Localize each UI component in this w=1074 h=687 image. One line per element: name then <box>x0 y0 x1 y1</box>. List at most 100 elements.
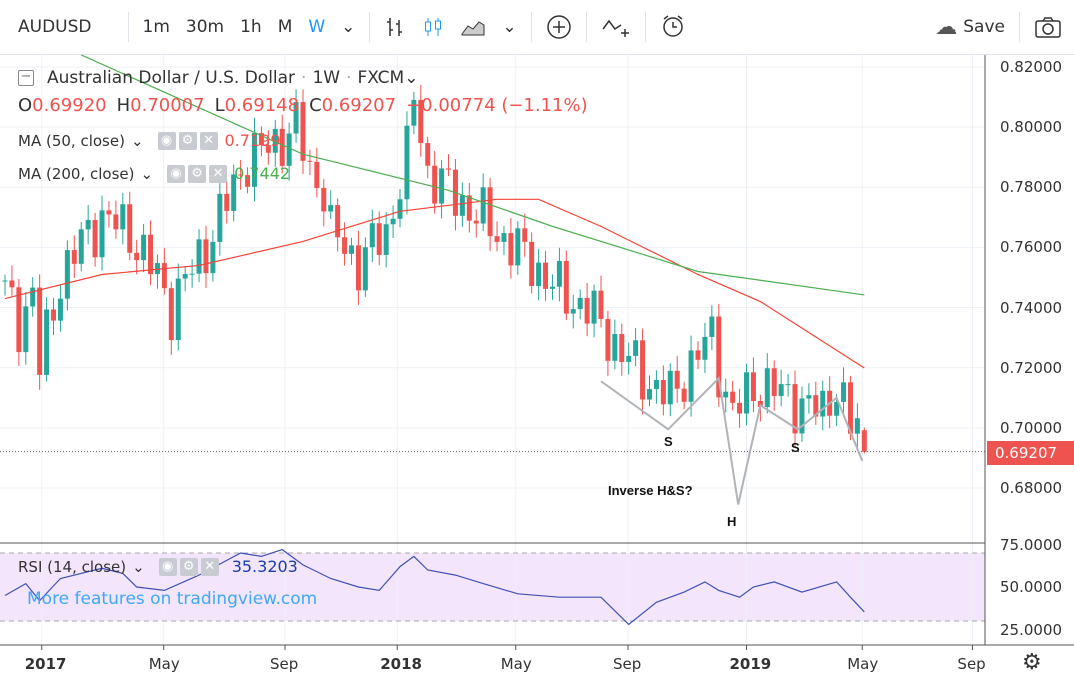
candle-body <box>861 430 867 452</box>
alert-icon[interactable] <box>652 0 696 54</box>
candle-body <box>480 187 486 224</box>
candle-body <box>466 195 472 221</box>
interval-week[interactable]: W <box>308 17 326 37</box>
eye-icon[interactable]: ◉ <box>157 131 176 150</box>
candle-body <box>570 309 576 314</box>
time-axis-label: Sep <box>957 655 986 673</box>
candle-body <box>44 309 50 375</box>
candle-body <box>730 391 736 403</box>
candle-body <box>619 334 625 362</box>
candle-body <box>293 102 299 134</box>
candles-icon[interactable] <box>414 0 452 54</box>
candle-body <box>78 229 84 264</box>
interval-1m[interactable]: 1m <box>142 17 170 37</box>
gear-icon[interactable]: ⚙ <box>179 557 198 576</box>
open-value: 0.69920 <box>32 95 107 116</box>
eye-icon[interactable]: ◉ <box>167 164 186 183</box>
chevron-down-icon[interactable]: ⌄ <box>130 131 144 150</box>
candle-body <box>723 391 729 398</box>
open-label: O <box>18 95 33 116</box>
candle-body <box>335 205 341 238</box>
price-axis-label: 0.78000 <box>1000 178 1063 197</box>
close-icon[interactable]: ✕ <box>209 164 228 183</box>
legend-exchange[interactable]: FXCM <box>357 68 405 88</box>
close-icon[interactable]: ✕ <box>200 557 219 576</box>
candle-body <box>439 168 445 204</box>
watermark-link[interactable]: More features on tradingview.com <box>27 589 318 609</box>
close-icon[interactable]: ✕ <box>199 131 218 150</box>
candle-body <box>217 193 223 242</box>
ma50-label[interactable]: MA (50, close) <box>18 131 125 150</box>
time-axis-label: 2017 <box>24 655 67 673</box>
ma50-legend: MA (50, close) ⌄ ◉ ⚙ ✕ 0.7199 <box>18 131 281 150</box>
ohlc-values: O 0.69920 H 0.70007 L 0.69148 C 0.69207 −0.0… <box>18 95 588 116</box>
interval-30m[interactable]: 30m <box>185 17 225 37</box>
chevron-down-icon[interactable]: ⌄ <box>341 17 356 37</box>
candle-body <box>605 318 611 361</box>
price-axis-label: 0.70000 <box>1000 418 1063 437</box>
area-chart-icon[interactable] <box>452 0 494 54</box>
pattern-label: H <box>727 514 736 529</box>
candle-body <box>397 199 403 219</box>
candle-body <box>536 262 542 287</box>
candle-body <box>161 263 167 289</box>
candle-body <box>92 219 98 258</box>
candle-body <box>757 401 763 407</box>
rsi-label[interactable]: RSI (14, close) <box>18 557 127 576</box>
indicators-icon[interactable] <box>593 0 639 54</box>
bar-style-icon[interactable] <box>376 0 414 54</box>
chevron-down-icon[interactable]: ⌄ <box>502 17 517 37</box>
save-label: Save <box>963 17 1005 37</box>
candle-body <box>473 220 479 224</box>
ma200-label[interactable]: MA (200, close) <box>18 164 135 183</box>
candle-body <box>355 245 361 291</box>
candle-body <box>626 355 632 362</box>
candle-body <box>383 224 389 255</box>
eye-icon[interactable]: ◉ <box>158 557 177 576</box>
gear-icon[interactable]: ⚙ <box>178 131 197 150</box>
chevron-down-icon[interactable]: ⌄ <box>132 557 145 576</box>
candle-body <box>549 286 555 289</box>
candle-body <box>841 382 847 402</box>
candle-body <box>30 287 36 307</box>
candle-body <box>106 210 112 215</box>
chart-legend-title: − Australian Dollar / U.S. Dollar · 1W ·… <box>18 68 418 88</box>
candle-body <box>258 133 264 146</box>
collapse-icon[interactable]: − <box>18 70 34 86</box>
candle-body <box>806 395 812 399</box>
interval-1h[interactable]: 1h <box>240 17 262 37</box>
divider <box>127 12 129 42</box>
price-axis-label: 0.74000 <box>1000 298 1063 317</box>
settings-gear-icon[interactable]: ⚙ <box>1022 650 1042 675</box>
candle-body <box>716 316 722 398</box>
separator-dot: · <box>301 68 307 88</box>
rsi-legend: RSI (14, close) ⌄ ◉ ⚙ ✕ 35.3203 <box>18 557 298 576</box>
chevron-down-icon[interactable]: ⌄ <box>140 164 154 183</box>
candle-body <box>612 334 618 361</box>
chevron-down-icon[interactable]: ⌄ <box>404 68 419 88</box>
divider <box>644 12 646 42</box>
candle-body <box>667 370 673 405</box>
candle-body <box>99 210 105 258</box>
last-price-tag: 0.69207 <box>987 441 1074 465</box>
price-axis-label: 0.80000 <box>1000 118 1063 137</box>
time-axis-label: 2018 <box>380 655 422 673</box>
save-button[interactable]: ☁ Save <box>927 0 1013 54</box>
rsi-axis-label: 25.0000 <box>1000 620 1063 639</box>
interval-month[interactable]: M <box>277 17 293 37</box>
cloud-icon: ☁ <box>935 14 958 40</box>
rsi-line <box>4 548 865 626</box>
candle-body <box>141 234 147 261</box>
candle-body <box>702 336 708 360</box>
candle-body <box>598 290 604 319</box>
divider <box>530 12 532 42</box>
rsi-value: 35.3203 <box>231 557 298 576</box>
symbol-button[interactable]: AUDUSD <box>18 17 92 37</box>
add-compare-icon[interactable] <box>538 0 580 54</box>
candle-body <box>279 128 285 166</box>
gear-icon[interactable]: ⚙ <box>188 164 207 183</box>
candle-body <box>71 250 77 264</box>
candle-body <box>369 223 375 248</box>
camera-icon[interactable] <box>1026 0 1074 54</box>
candle-body <box>390 218 396 225</box>
